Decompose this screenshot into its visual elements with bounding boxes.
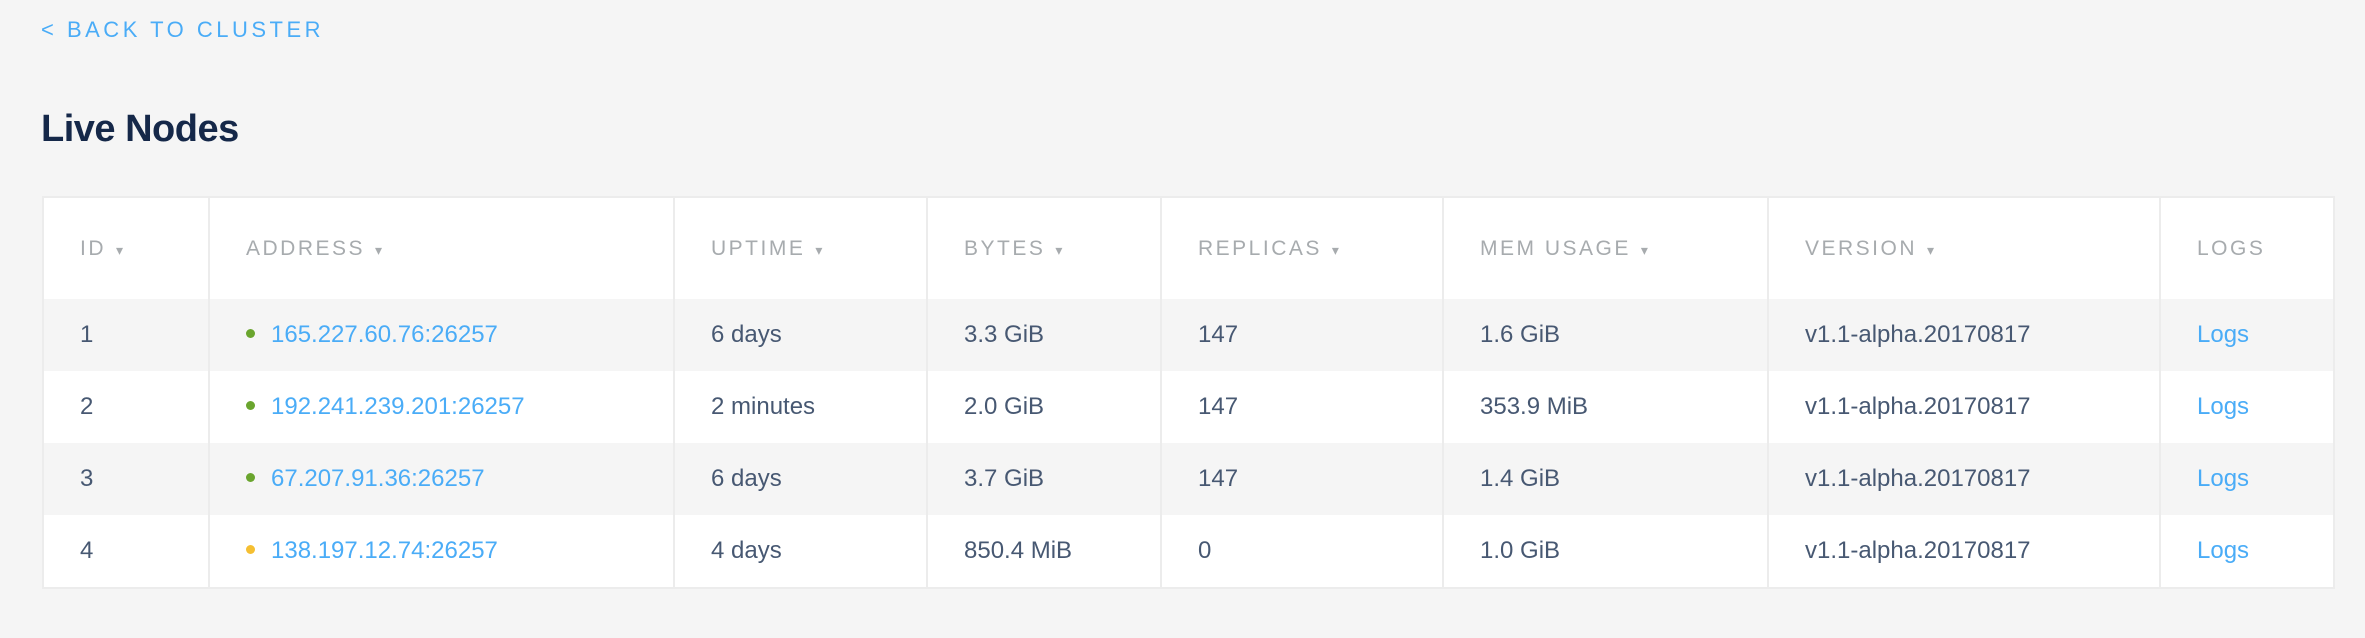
cell-value: 4 days [711,537,782,564]
cell-mem-usage: 1.6 GiB [1442,299,1768,371]
cell-value: 2.0 GiB [964,393,1045,420]
cell-logs: Logs [2159,515,2334,588]
column-header-uptime[interactable]: UPTIME ▾ [673,197,927,299]
cell-address: 67.207.91.36:26257 [208,443,674,515]
sort-caret-down-icon[interactable]: ▾ [116,241,124,258]
cell-replicas: 147 [1160,371,1443,443]
column-header-label: REPLICAS [1198,236,1322,260]
sort-caret-down-icon[interactable]: ▾ [1640,241,1648,258]
sort-caret-down-icon[interactable]: ▾ [1331,241,1339,258]
column-header-label: UPTIME [711,236,806,260]
column-header-address[interactable]: ADDRESS ▾ [208,197,674,299]
cell-id: 2 [43,371,209,443]
node-address-link[interactable]: 192.241.239.201:26257 [271,393,525,420]
node-address-link[interactable]: 138.197.12.74:26257 [271,537,498,564]
column-header-label: MEM USAGE [1480,236,1631,260]
node-status-live-icon [246,473,255,483]
cell-logs: Logs [2159,299,2334,371]
logs-link[interactable]: Logs [2197,465,2250,492]
cell-value: 850.4 MiB [964,537,1073,564]
cell-uptime: 2 minutes [673,371,927,443]
node-address-link[interactable]: 165.227.60.76:26257 [271,321,498,348]
sort-caret-down-icon[interactable]: ▾ [1927,241,1935,258]
cell-value: 2 [80,393,94,420]
cell-value: 1.0 GiB [1480,537,1561,564]
cell-uptime: 4 days [673,515,927,588]
column-header-id[interactable]: ID ▾ [43,197,209,299]
back-to-cluster-link[interactable]: < BACK TO CLUSTER [41,17,325,42]
cell-mem-usage: 1.4 GiB [1442,443,1768,515]
cell-mem-usage: 353.9 MiB [1442,371,1768,443]
page-title: Live Nodes [41,108,239,150]
node-status-suspect-icon [246,545,255,555]
cell-value: 147 [1198,465,1239,492]
logs-link[interactable]: Logs [2197,537,2250,564]
column-header-label: ID [80,236,106,260]
cell-value: 3 [80,465,94,492]
logs-link[interactable]: Logs [2197,393,2250,420]
cell-address: 192.241.239.201:26257 [208,371,674,443]
cell-replicas: 0 [1160,515,1443,588]
node-status-live-icon [246,401,255,411]
cell-value: 3.7 GiB [964,465,1045,492]
table-header-row: ID ▾ ADDRESS ▾ UPTIME ▾ BYTES ▾ REPLICAS ▾ MEM USA… [43,197,2334,299]
cell-value: 1.6 GiB [1480,321,1561,348]
cell-mem-usage: 1.0 GiB [1442,515,1768,588]
cell-logs: Logs [2159,443,2334,515]
cell-value: 4 [80,537,94,564]
table-row: 4 138.197.12.74:26257 4 days 850.4 MiB 0 1.0 … [43,515,2334,588]
cell-value: 0 [1198,537,1212,564]
sort-caret-down-icon[interactable]: ▾ [1055,241,1063,258]
cell-replicas: 147 [1160,443,1443,515]
sort-caret-down-icon[interactable]: ▾ [815,241,823,258]
cell-id: 3 [43,443,209,515]
column-header-mem-usage[interactable]: MEM USAGE ▾ [1442,197,1768,299]
column-header-label: BYTES [964,236,1046,260]
table-row: 1 165.227.60.76:26257 6 days 3.3 GiB 147 1.6 … [43,299,2334,371]
sort-caret-down-icon[interactable]: ▾ [375,241,383,258]
column-header-version[interactable]: VERSION ▾ [1767,197,2160,299]
cell-version: v1.1-alpha.20170817 [1767,443,2160,515]
cell-version: v1.1-alpha.20170817 [1767,299,2160,371]
cell-logs: Logs [2159,371,2334,443]
table-row: 3 67.207.91.36:26257 6 days 3.7 GiB 147 1.4 G… [43,443,2334,515]
cell-version: v1.1-alpha.20170817 [1767,515,2160,588]
cell-value: 3.3 GiB [964,321,1045,348]
column-header-replicas[interactable]: REPLICAS ▾ [1160,197,1443,299]
column-header-label: ADDRESS [246,236,366,260]
cell-value: 6 days [711,321,782,348]
cell-bytes: 3.3 GiB [926,299,1161,371]
cell-value: 1 [80,321,94,348]
cell-value: v1.1-alpha.20170817 [1805,537,2031,564]
cell-value: 353.9 MiB [1480,393,1589,420]
cell-value: v1.1-alpha.20170817 [1805,393,2031,420]
cell-value: 147 [1198,393,1239,420]
cell-uptime: 6 days [673,299,927,371]
cell-version: v1.1-alpha.20170817 [1767,371,2160,443]
cell-uptime: 6 days [673,443,927,515]
column-header-label: LOGS [2197,236,2266,260]
logs-link[interactable]: Logs [2197,321,2250,348]
cell-value: 2 minutes [711,393,816,420]
live-nodes-table: ID ▾ ADDRESS ▾ UPTIME ▾ BYTES ▾ REPLICAS ▾ MEM USA… [42,196,2335,589]
cell-value: 6 days [711,465,782,492]
column-header-bytes[interactable]: BYTES ▾ [926,197,1161,299]
cell-replicas: 147 [1160,299,1443,371]
cell-value: 147 [1198,321,1239,348]
node-address-link[interactable]: 67.207.91.36:26257 [271,465,485,492]
cell-address: 165.227.60.76:26257 [208,299,674,371]
cell-id: 1 [43,299,209,371]
cell-value: v1.1-alpha.20170817 [1805,321,2031,348]
table-row: 2 192.241.239.201:26257 2 minutes 2.0 GiB 14… [43,371,2334,443]
cell-id: 4 [43,515,209,588]
cell-bytes: 850.4 MiB [926,515,1161,588]
cell-value: v1.1-alpha.20170817 [1805,465,2031,492]
cell-bytes: 2.0 GiB [926,371,1161,443]
node-status-live-icon [246,329,255,339]
cell-value: 1.4 GiB [1480,465,1561,492]
cell-bytes: 3.7 GiB [926,443,1161,515]
column-header-logs: LOGS [2159,197,2334,299]
cell-address: 138.197.12.74:26257 [208,515,674,588]
column-header-label: VERSION [1805,236,1918,260]
